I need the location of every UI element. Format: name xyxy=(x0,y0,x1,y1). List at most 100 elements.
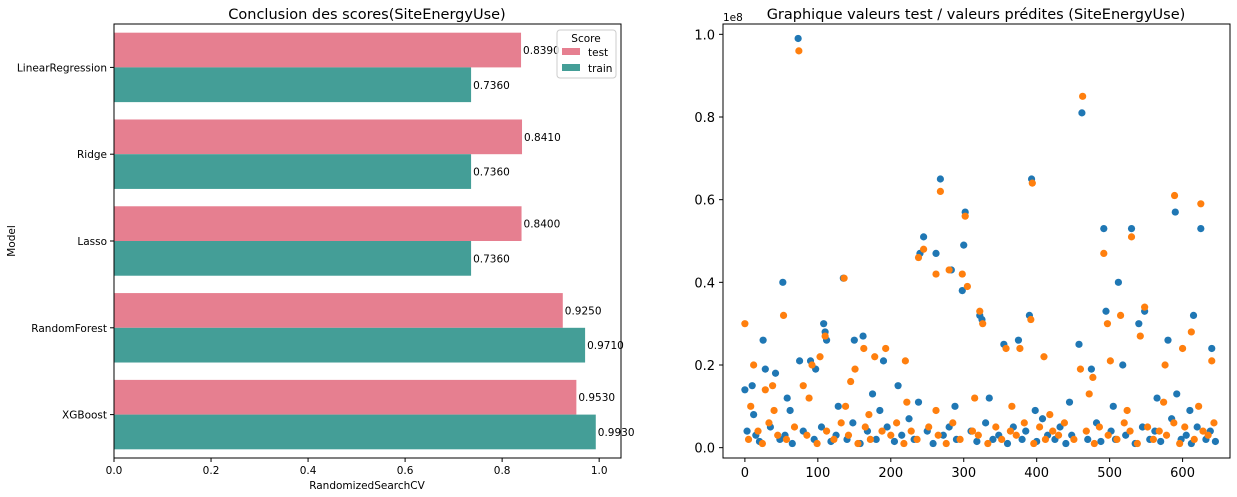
scatter-point xyxy=(998,435,1006,443)
scatter-point xyxy=(1027,315,1035,324)
scatter-point xyxy=(1208,344,1216,353)
scatter-point xyxy=(1036,423,1044,431)
scatter-point xyxy=(1162,431,1171,439)
bar-test xyxy=(114,293,563,328)
bar-value-label: 0.9930 xyxy=(598,427,635,439)
scatter-point xyxy=(1095,423,1104,431)
scatter-plot-frame xyxy=(722,23,1231,459)
scatter-point xyxy=(1002,344,1010,353)
scatter-offset-text: 1e8 xyxy=(723,12,743,24)
legend-label-test: test xyxy=(588,47,608,59)
legend-swatch-train xyxy=(562,64,580,71)
bar-value-label: 0.9530 xyxy=(578,392,615,404)
scatter-point xyxy=(949,419,957,427)
bar-train xyxy=(114,414,596,450)
scatter-point xyxy=(1136,332,1144,340)
scatter-x-tick-label: 400 xyxy=(1024,466,1049,481)
scatter-plot-area xyxy=(741,34,1220,448)
scatter-point xyxy=(1070,435,1078,443)
scatter-point xyxy=(951,402,959,410)
scatter-y-tick-label: 0.2 xyxy=(694,359,715,374)
scatter-point xyxy=(932,249,940,257)
scatter-point xyxy=(805,394,813,402)
scatter-point xyxy=(956,435,964,443)
scatter-point xyxy=(750,361,758,369)
scatter-point xyxy=(834,402,842,410)
bar-x-tick-label: 0.0 xyxy=(106,465,123,477)
scatter-point xyxy=(914,398,923,406)
scatter-point xyxy=(786,406,794,415)
bar-test xyxy=(114,32,522,68)
scatter-point xyxy=(929,439,937,448)
scatter-chart: Graphique valeurs test / valeurs prédite… xyxy=(694,7,1231,481)
bar-value-label: 0.9250 xyxy=(565,305,602,317)
scatter-point xyxy=(961,212,969,220)
scatter-point xyxy=(932,270,940,278)
scatter-point xyxy=(1104,431,1112,439)
scatter-point xyxy=(790,423,799,431)
scatter-point xyxy=(822,427,831,435)
scatter-point xyxy=(1075,340,1083,348)
scatter-point xyxy=(934,431,942,439)
scatter-point xyxy=(1100,249,1108,257)
scatter-point xyxy=(882,344,890,353)
scatter-point xyxy=(1016,344,1024,353)
scatter-point xyxy=(1170,419,1178,427)
scatter-point xyxy=(1097,437,1105,446)
scatter-point xyxy=(979,320,987,328)
scatter-point xyxy=(913,435,921,443)
scatter-point xyxy=(816,353,824,361)
scatter-point xyxy=(1116,311,1125,319)
scatter-point xyxy=(1186,406,1194,415)
scatter-point xyxy=(1046,411,1054,419)
scatter-point xyxy=(788,439,796,448)
scatter-point xyxy=(849,419,857,427)
scatter-point xyxy=(984,439,992,448)
scatter-point xyxy=(1135,320,1143,328)
scatter-point xyxy=(1090,439,1098,448)
scatter-point xyxy=(1164,336,1172,344)
scatter-point xyxy=(1181,423,1189,431)
scatter-point xyxy=(817,423,826,431)
scatter-point xyxy=(1012,431,1020,439)
scatter-point xyxy=(901,357,909,365)
scatter-point xyxy=(1157,437,1165,446)
scatter-point xyxy=(890,437,899,446)
scatter-point xyxy=(1119,361,1127,369)
bar-test xyxy=(114,119,523,155)
scatter-x-tick-label: 300 xyxy=(951,466,976,481)
scatter-point xyxy=(1138,423,1147,431)
bar-y-tick-labels: LinearRegression Ridge Lasso RandomForest XG… xyxy=(17,62,114,422)
legend-title: Score xyxy=(571,33,600,45)
scatter-point xyxy=(1199,427,1207,435)
scatter-point xyxy=(782,435,791,443)
scatter-point xyxy=(1143,423,1152,431)
scatter-point xyxy=(925,423,933,431)
scatter-point xyxy=(774,431,782,439)
bar-chart: Conclusion des scores(SiteEnergyUse) 0.8… xyxy=(6,7,635,492)
bar-test xyxy=(114,206,522,241)
scatter-y-tick-labels: 0.0 0.2 0.4 0.6 0.8 1.0 xyxy=(694,28,723,457)
scatter-point xyxy=(1065,398,1074,406)
scatter-point xyxy=(1190,435,1198,443)
scatter-point xyxy=(968,427,977,435)
scatter-point xyxy=(748,382,756,390)
scatter-x-tick-label: 500 xyxy=(1097,466,1122,481)
bar-category-label: Ridge xyxy=(77,149,107,161)
scatter-point xyxy=(976,307,984,315)
scatter-point xyxy=(936,175,944,183)
scatter-point xyxy=(1170,191,1179,200)
scatter-point xyxy=(1049,427,1057,435)
scatter-y-tick-label: 0.0 xyxy=(694,442,715,457)
scatter-point xyxy=(1054,431,1063,439)
scatter-point xyxy=(854,439,862,448)
scatter-x-tick-label: 0 xyxy=(741,466,749,481)
scatter-point xyxy=(741,320,749,328)
scatter-point xyxy=(939,431,947,439)
scatter-point xyxy=(1160,398,1168,406)
scatter-point xyxy=(808,361,816,369)
scatter-point xyxy=(992,423,1000,431)
scatter-point xyxy=(1018,435,1026,443)
bar-y-axis-label: Model xyxy=(6,225,18,257)
